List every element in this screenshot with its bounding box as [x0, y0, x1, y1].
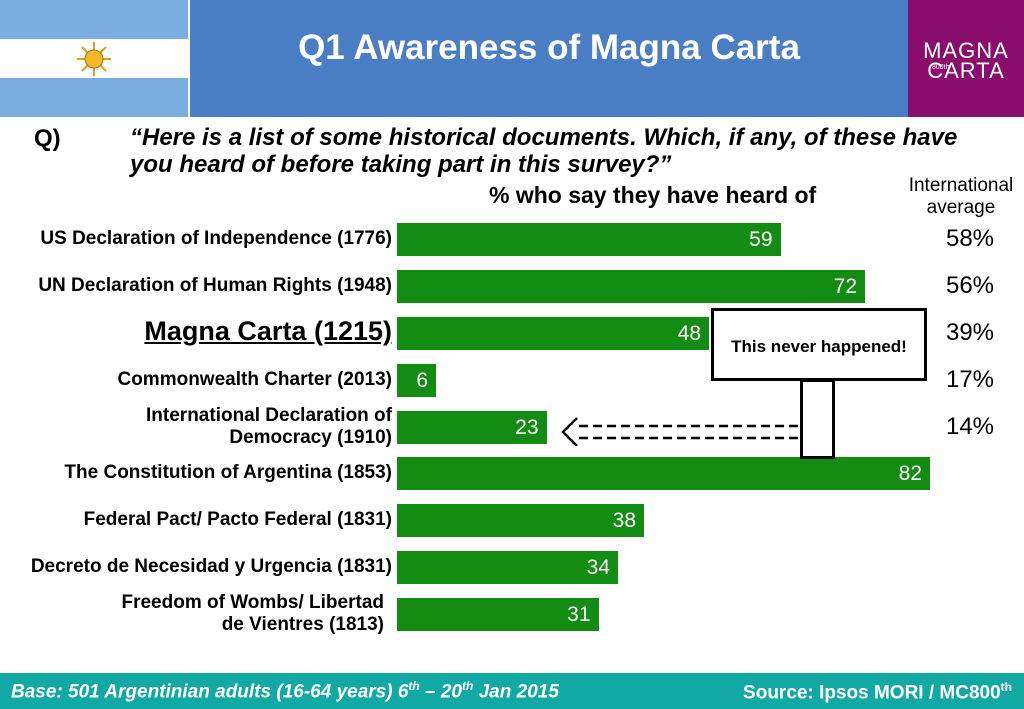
- bar-value-label: 38: [612, 509, 636, 532]
- bar: [397, 411, 547, 444]
- international-average-value: 39%: [945, 319, 995, 346]
- callout-sign: This never happened!: [711, 308, 927, 381]
- international-average-value: 58%: [945, 225, 995, 252]
- bar: [397, 504, 644, 537]
- international-average-value: 56%: [945, 272, 995, 299]
- bar-value-label: 31: [567, 603, 591, 626]
- category-label: The Constitution of Argentina (1853): [64, 462, 392, 483]
- bar-value-label: 59: [749, 228, 773, 251]
- bar-value-label: 72: [833, 275, 857, 298]
- bar-value-label: 48: [677, 322, 701, 345]
- bar: [397, 598, 599, 631]
- category-label: Commonwealth Charter (2013): [117, 369, 392, 390]
- bar: [397, 223, 781, 256]
- international-average-header: International average: [908, 175, 1014, 218]
- base-note: Base: 501 Argentinian adults (16-64 year…: [11, 679, 559, 703]
- argentina-flag-icon: [0, 0, 190, 117]
- category-label: UN Declaration of Human Rights (1948): [38, 275, 392, 296]
- header-bar: Q1 Awareness of Magna Carta MAGNA CARTA …: [0, 0, 1024, 117]
- logo-small-text: 800th: [932, 64, 950, 71]
- international-average-value: 17%: [945, 366, 995, 393]
- dashed-arrow-icon: [561, 417, 800, 446]
- bar-value-label: 34: [586, 556, 610, 579]
- bar: [397, 317, 709, 350]
- bar-value-label: 6: [416, 369, 428, 392]
- magna-carta-logo: MAGNA CARTA 800th: [908, 0, 1024, 117]
- bar-value-label: 82: [898, 462, 922, 485]
- category-label: International Declaration of Democracy (1…: [146, 405, 392, 448]
- bar-value-label: 23: [515, 416, 539, 439]
- category-label: Magna Carta (1215): [144, 316, 392, 346]
- question-text: “Here is a list of some historical docum…: [130, 124, 958, 178]
- source-note: Source: Ipsos MORI / MC800th: [743, 680, 1012, 704]
- international-average-value: 14%: [945, 413, 995, 440]
- page-title: Q1 Awareness of Magna Carta: [298, 28, 800, 67]
- logo-line-2: CARTA: [927, 58, 1005, 83]
- bar: [397, 457, 930, 490]
- footer-bar: Base: 501 Argentinian adults (16-64 year…: [0, 673, 1024, 709]
- measure-label: % who say they have heard of: [489, 182, 817, 208]
- logo-line-1: MAGNA: [923, 38, 1009, 63]
- category-label: Freedom of Wombs/ Libertad de Vientres (1…: [121, 592, 384, 635]
- sign-post: [800, 379, 835, 459]
- bar: [397, 364, 436, 397]
- category-label: Federal Pact/ Pacto Federal (1831): [83, 509, 392, 530]
- callout-text: This never happened!: [731, 337, 907, 356]
- question-label: Q): [34, 125, 61, 152]
- bar: [397, 270, 865, 303]
- category-label: Decreto de Necesidad y Urgencia (1831): [30, 556, 392, 577]
- category-label: US Declaration of Independence (1776): [40, 228, 392, 249]
- bar: [397, 551, 618, 584]
